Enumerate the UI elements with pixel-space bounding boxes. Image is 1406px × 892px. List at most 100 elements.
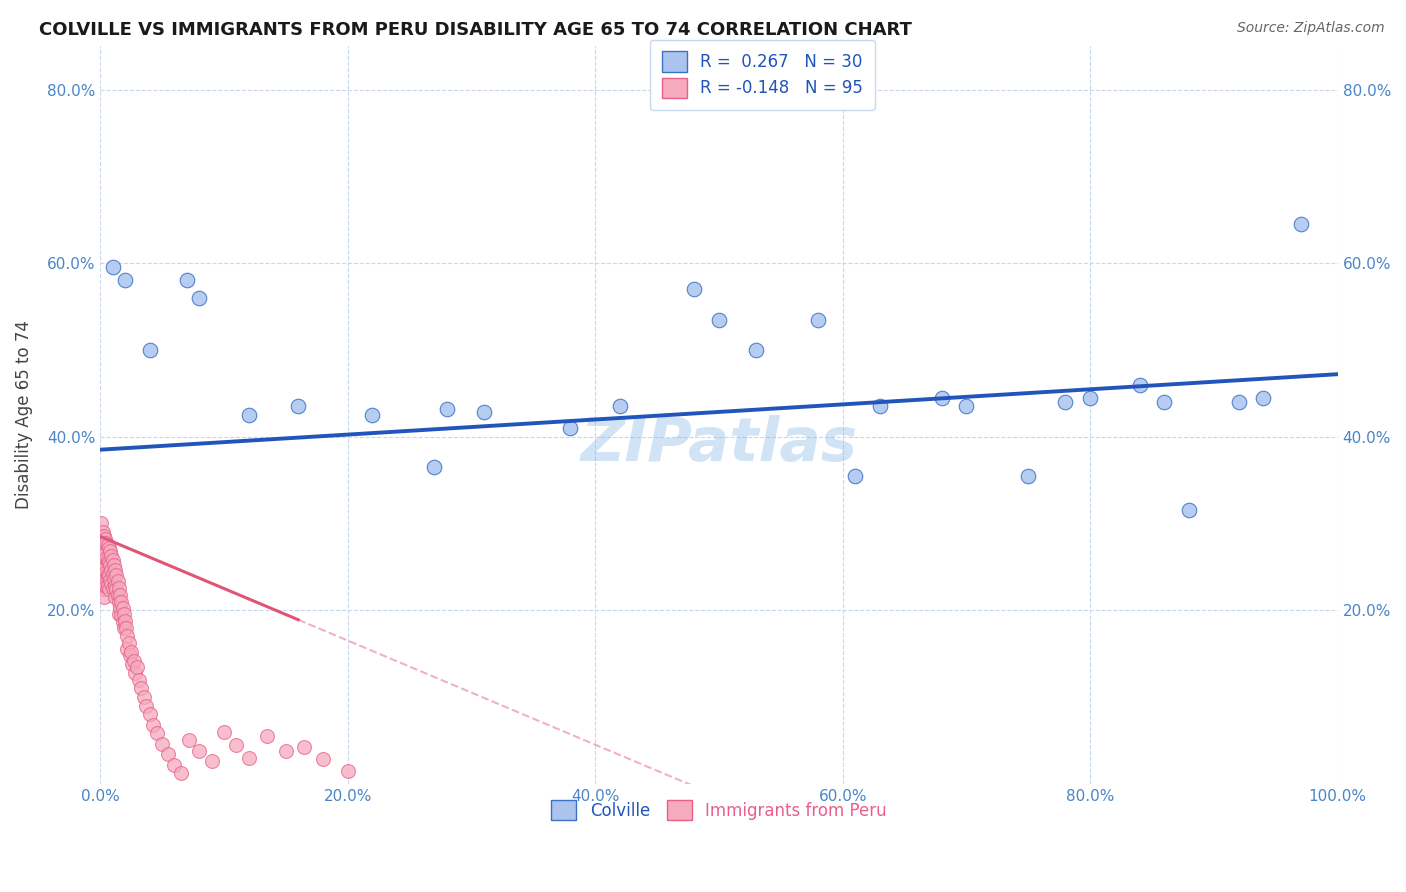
Point (274, 744, 297, 758)
Point (132, 690, 155, 704)
Point (139, 707, 162, 722)
Point (117, 629, 139, 643)
Point (111, 615, 134, 630)
Point (90, 542, 112, 557)
Point (201, 754, 224, 768)
Point (91, 541, 114, 555)
Point (112, 607, 135, 621)
Point (94, 547, 117, 561)
Point (91, 566, 114, 581)
Point (114, 614, 136, 628)
Point (150, 737, 173, 751)
Point (91, 525, 114, 540)
Point (212, 724, 235, 739)
Text: ZIPatlas: ZIPatlas (581, 415, 858, 474)
Point (361, 408, 384, 422)
Point (98, 573, 121, 587)
Point (90, 516, 112, 531)
Point (97, 553, 120, 567)
Point (104, 590, 127, 604)
Point (472, 405, 495, 419)
Point (98, 544, 121, 558)
Point (108, 581, 131, 595)
Point (100, 577, 122, 591)
Point (101, 581, 124, 595)
Point (105, 568, 128, 582)
Point (122, 654, 145, 668)
Point (238, 408, 260, 422)
Point (98, 558, 121, 573)
Point (90, 556, 112, 570)
Point (111, 601, 134, 615)
Text: Source: ZipAtlas.com: Source: ZipAtlas.com (1237, 21, 1385, 35)
Point (163, 757, 186, 772)
Legend: Colville, Immigrants from Peru: Colville, Immigrants from Peru (544, 793, 893, 827)
Point (108, 607, 131, 621)
Point (115, 621, 138, 635)
Point (157, 747, 180, 762)
Point (955, 399, 977, 413)
Point (931, 391, 953, 405)
Point (146, 726, 169, 740)
Point (93, 529, 115, 543)
Point (105, 582, 128, 597)
Point (188, 291, 211, 305)
Point (90, 573, 112, 587)
Point (869, 399, 891, 413)
Point (97, 568, 120, 582)
Point (1289, 217, 1312, 231)
Point (93, 544, 115, 558)
Point (256, 729, 278, 743)
Point (1253, 391, 1275, 405)
Point (114, 273, 136, 287)
Point (336, 764, 359, 778)
Point (97, 541, 120, 555)
Point (121, 657, 143, 671)
Point (101, 566, 124, 581)
Point (683, 282, 706, 296)
Point (101, 260, 124, 275)
Point (96, 579, 118, 593)
Point (423, 460, 446, 475)
Point (129, 681, 152, 696)
Point (179, 733, 201, 747)
Point (128, 673, 150, 687)
Point (107, 588, 129, 602)
Text: COLVILLE VS IMMIGRANTS FROM PERU DISABILITY AGE 65 TO 74 CORRELATION CHART: COLVILLE VS IMMIGRANTS FROM PERU DISABIL… (39, 21, 912, 38)
Point (108, 601, 131, 615)
Point (124, 665, 146, 680)
Point (844, 468, 866, 483)
Point (1054, 395, 1077, 409)
Point (287, 399, 309, 413)
Point (135, 698, 157, 713)
Point (609, 399, 631, 413)
Point (118, 636, 141, 650)
Point (139, 343, 162, 357)
Point (100, 549, 122, 564)
Point (120, 645, 142, 659)
Point (225, 738, 247, 752)
Point (110, 594, 132, 608)
Point (97, 538, 120, 552)
Point (97, 555, 120, 569)
Point (93, 573, 115, 587)
Point (97, 579, 120, 593)
Point (103, 572, 125, 586)
Point (96, 565, 118, 579)
Point (188, 744, 211, 758)
Point (94, 532, 117, 546)
Point (112, 621, 135, 635)
Point (1017, 468, 1039, 483)
Point (1078, 391, 1101, 405)
Point (104, 563, 127, 577)
Point (94, 577, 117, 591)
Point (176, 273, 198, 287)
Point (807, 312, 830, 326)
Point (108, 588, 131, 602)
Point (127, 659, 149, 673)
Point (93, 559, 115, 574)
Point (89, 547, 111, 561)
Point (312, 752, 335, 766)
Point (89, 529, 111, 543)
Point (560, 421, 582, 435)
